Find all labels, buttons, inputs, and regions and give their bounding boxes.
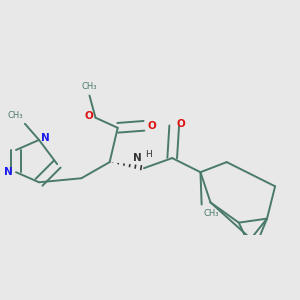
Text: N: N (133, 153, 142, 163)
Text: N: N (41, 133, 50, 143)
Text: O: O (147, 121, 156, 131)
Text: O: O (176, 119, 185, 129)
Text: O: O (84, 111, 93, 121)
Text: N: N (4, 167, 13, 177)
Text: CH₃: CH₃ (8, 111, 23, 120)
Text: CH₃: CH₃ (204, 208, 219, 217)
Text: H: H (145, 150, 152, 159)
Text: CH₃: CH₃ (82, 82, 97, 91)
